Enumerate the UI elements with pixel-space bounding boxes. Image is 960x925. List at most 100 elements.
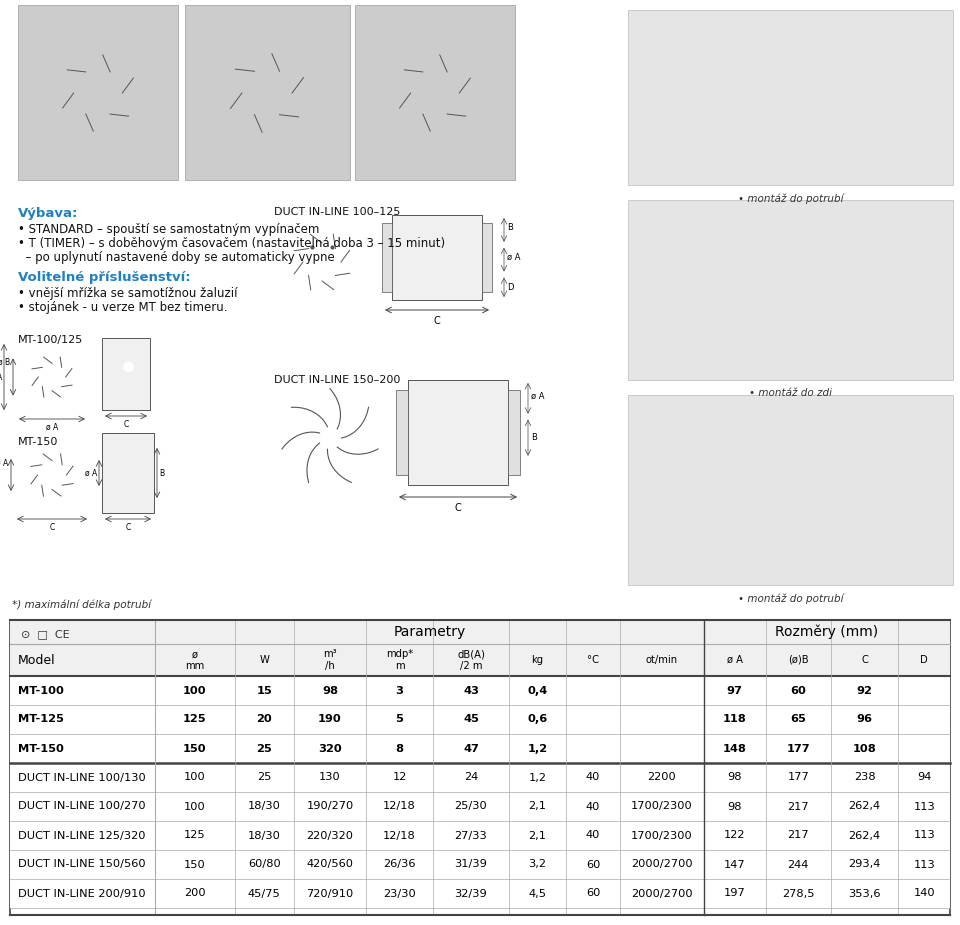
Bar (10, 705, 950, 734)
Text: 190/270: 190/270 (306, 801, 353, 811)
Text: B: B (159, 468, 164, 477)
Text: MT-150: MT-150 (18, 744, 64, 754)
Text: 65: 65 (790, 714, 806, 724)
Text: Rozměry (mm): Rozměry (mm) (776, 624, 878, 639)
Text: 720/910: 720/910 (306, 889, 353, 898)
Bar (433, 644, 509, 676)
Text: 40: 40 (586, 801, 600, 811)
Text: C: C (455, 503, 462, 513)
Bar (10, 620, 950, 915)
Text: ø A: ø A (0, 459, 8, 468)
Text: 15: 15 (256, 685, 273, 696)
Text: 96: 96 (856, 714, 873, 724)
Text: 2,1: 2,1 (528, 801, 546, 811)
Text: 24: 24 (464, 772, 478, 783)
Text: 97: 97 (727, 685, 742, 696)
Text: ø A: ø A (727, 655, 742, 665)
Text: 3,2: 3,2 (528, 859, 546, 870)
Text: 140: 140 (913, 889, 935, 898)
Text: MT-100/125: MT-100/125 (18, 335, 84, 345)
Text: 130: 130 (319, 772, 341, 783)
Text: 200: 200 (184, 889, 205, 898)
Text: 40: 40 (586, 831, 600, 841)
Text: 60: 60 (586, 889, 600, 898)
Text: • montáž do zdi: • montáž do zdi (749, 388, 832, 398)
Text: 148: 148 (723, 744, 747, 754)
Text: ø B: ø B (0, 358, 10, 367)
Bar (10, 763, 950, 792)
Text: 0,4: 0,4 (527, 685, 547, 696)
Text: 100: 100 (183, 685, 206, 696)
Text: DUCT IN-LINE 200/910: DUCT IN-LINE 200/910 (18, 889, 146, 898)
Text: 262,4: 262,4 (849, 801, 880, 811)
Text: 125: 125 (184, 831, 205, 841)
Bar (10, 850, 950, 879)
Text: 278,5: 278,5 (781, 889, 814, 898)
Text: Výbava:: Výbava: (18, 207, 79, 220)
Text: DUCT IN-LINE 100–125: DUCT IN-LINE 100–125 (274, 207, 400, 217)
Text: 177: 177 (786, 744, 810, 754)
Text: Volitelné příslušenství:: Volitelné příslušenství: (18, 271, 191, 284)
Text: 47: 47 (463, 744, 479, 754)
Text: DUCT IN-LINE 125/320: DUCT IN-LINE 125/320 (18, 831, 146, 841)
Text: C: C (49, 523, 55, 532)
Text: (ø)B: (ø)B (788, 655, 808, 665)
Bar (704, 620, 950, 644)
Text: mdp*
m: mdp* m (386, 649, 413, 671)
Text: DUCT IN-LINE 100/130: DUCT IN-LINE 100/130 (18, 772, 146, 783)
Text: 60: 60 (790, 685, 806, 696)
Text: 150: 150 (183, 744, 206, 754)
Bar (830, 644, 899, 676)
Text: • T (TIMER) – s doběhovým časovačem (nastavitelná doba 3 – 15 minut): • T (TIMER) – s doběhovým časovačem (nas… (18, 237, 445, 250)
Bar (10, 734, 950, 763)
Bar (234, 644, 294, 676)
Text: ø A: ø A (531, 391, 544, 401)
Bar (382, 223, 392, 292)
Text: 113: 113 (913, 801, 935, 811)
Bar (628, 395, 953, 585)
Text: 1,2: 1,2 (527, 744, 547, 754)
Bar (10, 676, 950, 705)
Bar (508, 390, 520, 475)
Bar (408, 380, 508, 485)
Text: 125: 125 (183, 714, 206, 724)
Text: MT-125: MT-125 (18, 714, 64, 724)
Text: 32/39: 32/39 (455, 889, 488, 898)
Text: – po uplynutí nastavené doby se automaticky vypne: – po uplynutí nastavené doby se automati… (18, 251, 335, 264)
Text: DUCT IN-LINE 100/270: DUCT IN-LINE 100/270 (18, 801, 146, 811)
Text: 4,5: 4,5 (528, 889, 546, 898)
Bar (102, 338, 150, 410)
Text: Model: Model (18, 653, 56, 667)
Text: 2200: 2200 (647, 772, 676, 783)
Text: 108: 108 (852, 744, 876, 754)
Text: 118: 118 (723, 714, 747, 724)
Text: 40: 40 (586, 772, 600, 783)
Bar (392, 215, 482, 300)
Text: *) maximální délka potrubí: *) maximální délka potrubí (12, 600, 151, 610)
Text: 25: 25 (256, 744, 273, 754)
Text: DUCT IN-LINE 150/560: DUCT IN-LINE 150/560 (18, 859, 146, 870)
Text: 113: 113 (913, 831, 935, 841)
Bar (10, 644, 155, 676)
Text: 12/18: 12/18 (383, 801, 416, 811)
Text: • stojánek - u verze MT bez timeru.: • stojánek - u verze MT bez timeru. (18, 301, 228, 314)
Text: 94: 94 (917, 772, 931, 783)
Text: 217: 217 (787, 801, 809, 811)
Text: 2000/2700: 2000/2700 (631, 889, 692, 898)
Bar (155, 620, 704, 644)
Bar (10, 792, 950, 821)
Text: 197: 197 (724, 889, 745, 898)
Text: 98: 98 (728, 801, 742, 811)
Text: • vnější mřížka se samotížnou žaluzií: • vnější mřížka se samotížnou žaluzií (18, 287, 237, 300)
Text: • STANDARD – spouští se samostatným vypínačem: • STANDARD – spouští se samostatným vypí… (18, 223, 320, 236)
Text: ø A: ø A (84, 468, 97, 477)
Text: ⊙  □  CE: ⊙ □ CE (21, 629, 69, 639)
Text: W: W (259, 655, 269, 665)
Text: ø
mm: ø mm (185, 649, 204, 671)
Text: °C: °C (588, 655, 599, 665)
Text: Parametry: Parametry (394, 625, 466, 639)
Text: 150: 150 (184, 859, 205, 870)
Text: kg: kg (531, 655, 543, 665)
Text: 122: 122 (724, 831, 745, 841)
Bar (566, 644, 620, 676)
